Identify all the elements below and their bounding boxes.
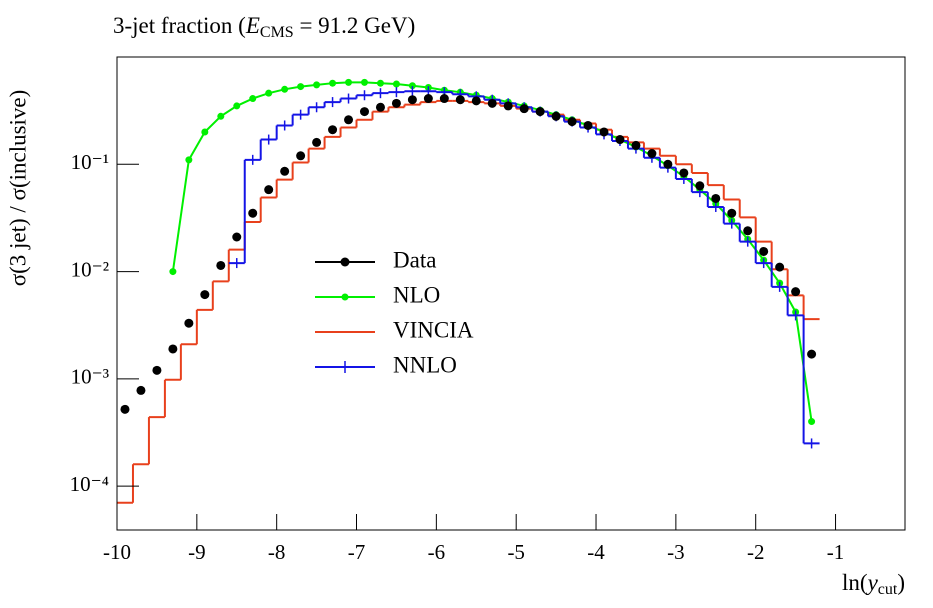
data-point [391,98,401,108]
data-point [423,94,433,104]
y-tick-label: 10⁻¹ [71,150,109,174]
data-point [200,290,210,300]
data-point [519,104,529,114]
axes: -10 -9 -8 -7 -6 -5 -4 -3 -2 -1 10⁻¹ 10⁻² 10⁻³ 10⁻⁴ [70,150,845,564]
x-tick-label: -6 [428,540,446,564]
data-point [152,365,162,375]
x-axis-label: ln(ycut) [842,570,905,597]
data-point [265,89,273,97]
x-tick-label: -2 [747,540,765,564]
data-point [233,102,241,110]
data-point [711,193,721,203]
data-point [345,78,353,86]
data-point [249,95,257,103]
y-tick-label: 10⁻² [71,257,109,281]
x-tick-label: -3 [667,540,685,564]
legend-marker [340,257,350,267]
data-point [727,208,737,218]
data-point [487,98,497,108]
data-point [615,135,625,145]
data-point [455,95,465,105]
data-point [168,344,178,354]
data-point [136,385,146,395]
data-point [264,185,274,195]
data-point [120,404,130,414]
data-point [344,115,354,125]
data-point [679,168,689,178]
data-point [232,232,242,242]
data-point [217,112,225,120]
data-point [439,94,449,104]
data-point [184,318,194,328]
data-point [375,102,385,112]
data-point [313,81,321,89]
data-point [808,418,816,426]
data-point [392,80,400,88]
data-point [376,79,384,87]
data-point [329,79,337,87]
y-axis-label: σ(3 jet) / σ(inclusive) [5,90,30,287]
data-point [775,262,785,272]
x-tick-label: -7 [348,540,366,564]
data-point [216,260,226,270]
data-point [201,128,209,136]
y-tick-label: 10⁻³ [71,365,109,389]
data-point [407,95,417,105]
data-point [551,111,561,121]
x-tick-label: -9 [188,540,206,564]
data-point [296,151,306,161]
legend: Data NLO VINCIA NNLO [315,247,474,377]
plot-area [117,78,820,504]
data-point [535,107,545,117]
x-tick-label: -5 [507,540,525,564]
data-point [312,137,322,147]
y-tick-label: 10⁻⁴ [70,472,109,496]
data-point [503,101,513,111]
data-point [280,166,290,176]
legend-label: NNLO [393,352,457,377]
data-point [567,117,577,127]
chart-title: 3-jet fraction (ECMS = 91.2 GeV) [113,13,415,40]
data-point [807,349,817,359]
data-point [743,226,753,236]
data-point [791,287,801,297]
legend-label: VINCIA [393,317,474,342]
data-point [408,82,416,90]
x-tick-label: -8 [268,540,286,564]
data-point [599,127,609,137]
data-point [359,107,369,117]
legend-label: Data [393,247,436,272]
data-point [248,208,258,218]
data-point [471,96,481,106]
data-point [185,156,193,164]
legend-label: NLO [393,282,440,307]
x-tick-label: -4 [587,540,605,564]
x-tick-label: -10 [103,540,131,564]
data-point [169,268,177,276]
data-point [297,83,305,91]
data-point [647,149,657,159]
plot-frame [116,56,906,531]
data-point [631,140,641,150]
data-point [759,246,769,256]
data-point [281,85,289,93]
data-point [695,181,705,191]
data-point [663,159,673,169]
data-point [360,78,368,86]
data-point [328,125,338,135]
x-tick-label: -1 [827,540,845,564]
legend-marker [341,293,349,301]
data-point [583,120,593,130]
